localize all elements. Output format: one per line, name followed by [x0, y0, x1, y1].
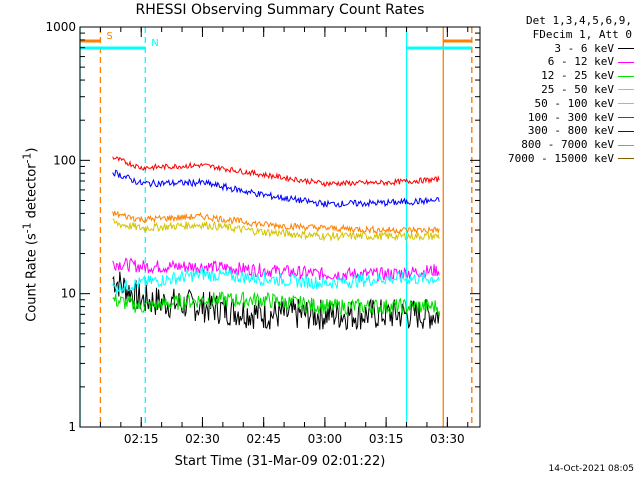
series-line	[112, 169, 440, 208]
legend-item: 7000 - 15000 keV	[484, 152, 634, 166]
y-tick-label: 10	[61, 287, 76, 301]
chart-title: RHESSI Observing Summary Count Rates	[135, 2, 425, 18]
series-line	[112, 257, 440, 283]
legend-item: 3 - 6 keV	[484, 42, 634, 56]
x-tick-label: 03:15	[369, 432, 404, 446]
footer-timestamp: 14-Oct-2021 08:05	[548, 464, 634, 474]
legend-swatch	[618, 116, 634, 118]
legend-swatch	[618, 130, 634, 132]
legend-item: 100 - 300 keV	[484, 111, 634, 125]
legend: Det 1,3,4,5,6,9, FDecim 1, Att 0 3 - 6 k…	[484, 14, 634, 166]
legend-swatch	[618, 158, 634, 160]
x-tick-label: 02:45	[246, 432, 281, 446]
y-tick-label: 100	[53, 153, 76, 167]
legend-swatch	[618, 47, 634, 49]
series-line	[112, 218, 440, 242]
flag-label: N	[151, 38, 158, 49]
y-tick-label: 1	[68, 420, 76, 434]
series-line	[112, 210, 440, 235]
legend-item: 25 - 50 keV	[484, 83, 634, 97]
legend-item: 6 - 12 keV	[484, 55, 634, 69]
legend-item: 12 - 25 keV	[484, 69, 634, 83]
x-axis-title: Start Time (31-Mar-09 02:01:22)	[174, 454, 386, 469]
x-tick-label: 03:00	[308, 432, 343, 446]
flag-label: S	[106, 31, 112, 42]
legend-item: 300 - 800 keV	[484, 124, 634, 138]
series-line	[112, 156, 440, 188]
legend-header-line-1: Det 1,3,4,5,6,9,	[526, 14, 632, 27]
legend-header-line-2: FDecim 1, Att 0	[532, 27, 632, 41]
legend-item: 800 - 7000 keV	[484, 138, 634, 152]
plot-frame	[79, 26, 481, 428]
legend-swatch	[618, 103, 634, 105]
legend-swatch	[618, 61, 634, 63]
legend-swatch	[618, 75, 634, 77]
series-line	[112, 291, 440, 317]
y-tick-label: 1000	[45, 20, 76, 34]
x-tick-label: 03:30	[430, 432, 465, 446]
x-tick-label: 02:15	[124, 432, 159, 446]
series-line	[112, 271, 440, 331]
y-axis-title: Count Rate (s-1 detector-1)	[20, 147, 40, 322]
legend-item: 50 - 100 keV	[484, 97, 634, 111]
legend-swatch	[618, 144, 634, 146]
x-tick-label: 02:30	[185, 432, 220, 446]
legend-swatch	[618, 89, 634, 91]
series-line	[112, 266, 440, 296]
